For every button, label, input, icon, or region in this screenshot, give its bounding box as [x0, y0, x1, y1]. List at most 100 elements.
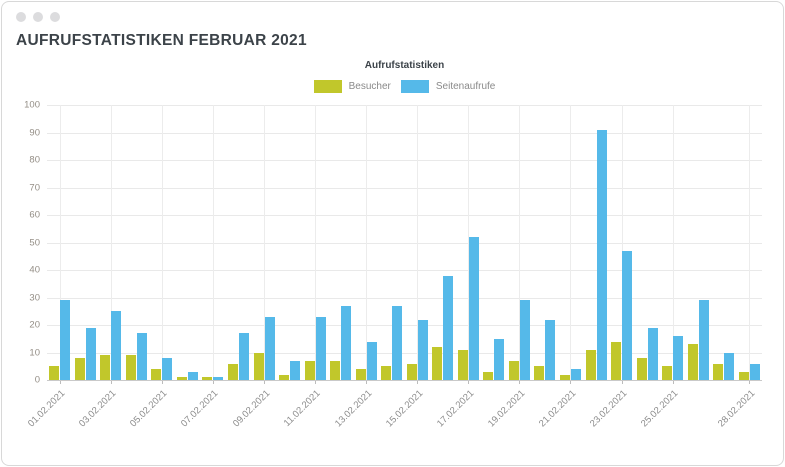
bar-group	[279, 360, 301, 380]
legend-item-besucher[interactable]: Besucher	[313, 80, 391, 93]
chart-header: Aufrufstatistiken Besucher Seitenaufrufe	[47, 60, 762, 93]
legend-label: Seitenaufrufe	[435, 81, 496, 92]
bar-seitenaufrufe	[724, 352, 735, 380]
bar-besucher	[534, 366, 545, 380]
page-title: AUFRUFSTATISTIKEN FEBRUAR 2021	[16, 32, 307, 49]
x-axis-tick-label: 19.02.2021	[485, 388, 528, 430]
bar-seitenaufrufe	[60, 300, 71, 380]
x-axis-tick-label: 11.02.2021	[282, 388, 323, 429]
bar-seitenaufrufe	[315, 316, 326, 380]
bar-besucher	[279, 374, 290, 380]
gridline-vertical	[519, 105, 521, 380]
gridline-vertical	[264, 105, 266, 380]
bar-seitenaufrufe	[545, 319, 556, 380]
x-axis-tick-label: 03.02.2021	[77, 388, 119, 430]
window-dot-icon	[33, 12, 43, 22]
x-axis-tick-mark	[570, 380, 572, 384]
x-axis-tick-mark	[621, 380, 623, 384]
x-axis-tick-mark	[468, 380, 470, 384]
y-axis-tick-label: 80	[29, 154, 40, 166]
bar-group	[151, 358, 173, 380]
bar-besucher	[636, 358, 647, 380]
gridline-horizontal	[47, 215, 762, 216]
x-axis-tick-mark	[417, 380, 419, 384]
legend-item-seitenaufrufe[interactable]: Seitenaufrufe	[400, 80, 496, 93]
bar-seitenaufrufe	[392, 305, 403, 380]
bar-besucher	[585, 349, 596, 380]
y-axis-tick-label: 60	[29, 209, 40, 221]
gridline-horizontal	[47, 105, 762, 106]
bar-group	[304, 316, 326, 380]
bar-group	[49, 300, 71, 380]
x-axis-tick-mark	[672, 380, 674, 384]
bar-seitenaufrufe	[290, 360, 301, 380]
gridline-horizontal	[47, 132, 762, 134]
bar-besucher	[176, 377, 187, 380]
gridline-horizontal	[47, 297, 762, 299]
x-axis-tick-label: 23.02.2021	[587, 388, 630, 430]
bar-besucher	[228, 363, 239, 380]
bar-group	[559, 369, 581, 380]
bar-group	[253, 316, 275, 380]
bar-besucher	[713, 363, 724, 380]
y-axis-tick-label: 10	[29, 347, 40, 358]
bar-besucher	[738, 371, 749, 380]
bar-besucher	[330, 360, 341, 380]
bar-seitenaufrufe	[519, 300, 530, 380]
bar-group	[687, 300, 709, 380]
gridline-vertical	[570, 105, 572, 380]
bar-seitenaufrufe	[85, 327, 96, 380]
bar-besucher	[74, 358, 85, 380]
bar-group	[202, 377, 224, 380]
window-dot-icon	[16, 12, 26, 22]
gridline-vertical	[672, 105, 674, 380]
x-axis-tick-mark	[366, 380, 368, 384]
bar-group	[483, 338, 505, 380]
bar-seitenaufrufe	[187, 371, 198, 380]
bar-besucher	[406, 363, 417, 380]
bar-besucher	[100, 355, 111, 380]
bar-besucher	[483, 371, 494, 380]
gridline-vertical	[315, 105, 317, 380]
bar-group	[176, 371, 198, 380]
y-axis-tick-label: 30	[29, 292, 40, 303]
plot-area: 0 10 20 30 40 50 60 70 80 90 100 01.02.2021 03.02.20…	[24, 100, 762, 429]
bar-besucher	[151, 369, 162, 380]
bar-besucher	[611, 341, 622, 380]
bar-group	[636, 327, 658, 380]
gridline-vertical	[59, 105, 61, 380]
bar-group	[662, 336, 684, 380]
legend-label: Besucher	[348, 81, 391, 92]
bar-besucher	[355, 369, 366, 380]
window-dots	[16, 12, 60, 22]
x-axis-tick-label: 25.02.2021	[639, 388, 681, 430]
bar-group	[585, 129, 607, 380]
gridline-horizontal	[47, 325, 762, 326]
bar-seitenaufrufe	[417, 319, 428, 380]
x-axis-tick-mark	[212, 380, 214, 384]
bar-seitenaufrufe	[570, 369, 581, 380]
bar-seitenaufrufe	[673, 336, 684, 380]
bar-group	[713, 352, 735, 380]
legend-swatch-icon	[313, 80, 342, 93]
gridline-vertical	[417, 105, 419, 380]
bar-seitenaufrufe	[239, 333, 250, 380]
gridline-vertical	[366, 105, 368, 380]
gridline-vertical	[749, 105, 751, 380]
bar-besucher	[304, 360, 315, 380]
y-axis-tick-label: 50	[29, 237, 40, 248]
bar-besucher	[432, 347, 443, 380]
x-axis-tick-mark	[315, 380, 317, 384]
bar-group	[228, 333, 250, 380]
x-axis-tick-mark	[161, 380, 163, 384]
window-dot-icon	[50, 12, 60, 22]
bar-besucher	[687, 344, 698, 380]
bar-besucher	[253, 352, 264, 380]
bar-besucher	[49, 366, 60, 380]
bar-besucher	[662, 366, 673, 380]
chart-title: Aufrufstatistiken	[364, 60, 445, 71]
y-axis-tick-label: 0	[34, 374, 40, 386]
legend-swatch-icon	[400, 80, 429, 93]
x-axis-tick-label: 28.02.2021	[715, 388, 758, 430]
chart-legend: Besucher Seitenaufrufe	[47, 80, 762, 93]
